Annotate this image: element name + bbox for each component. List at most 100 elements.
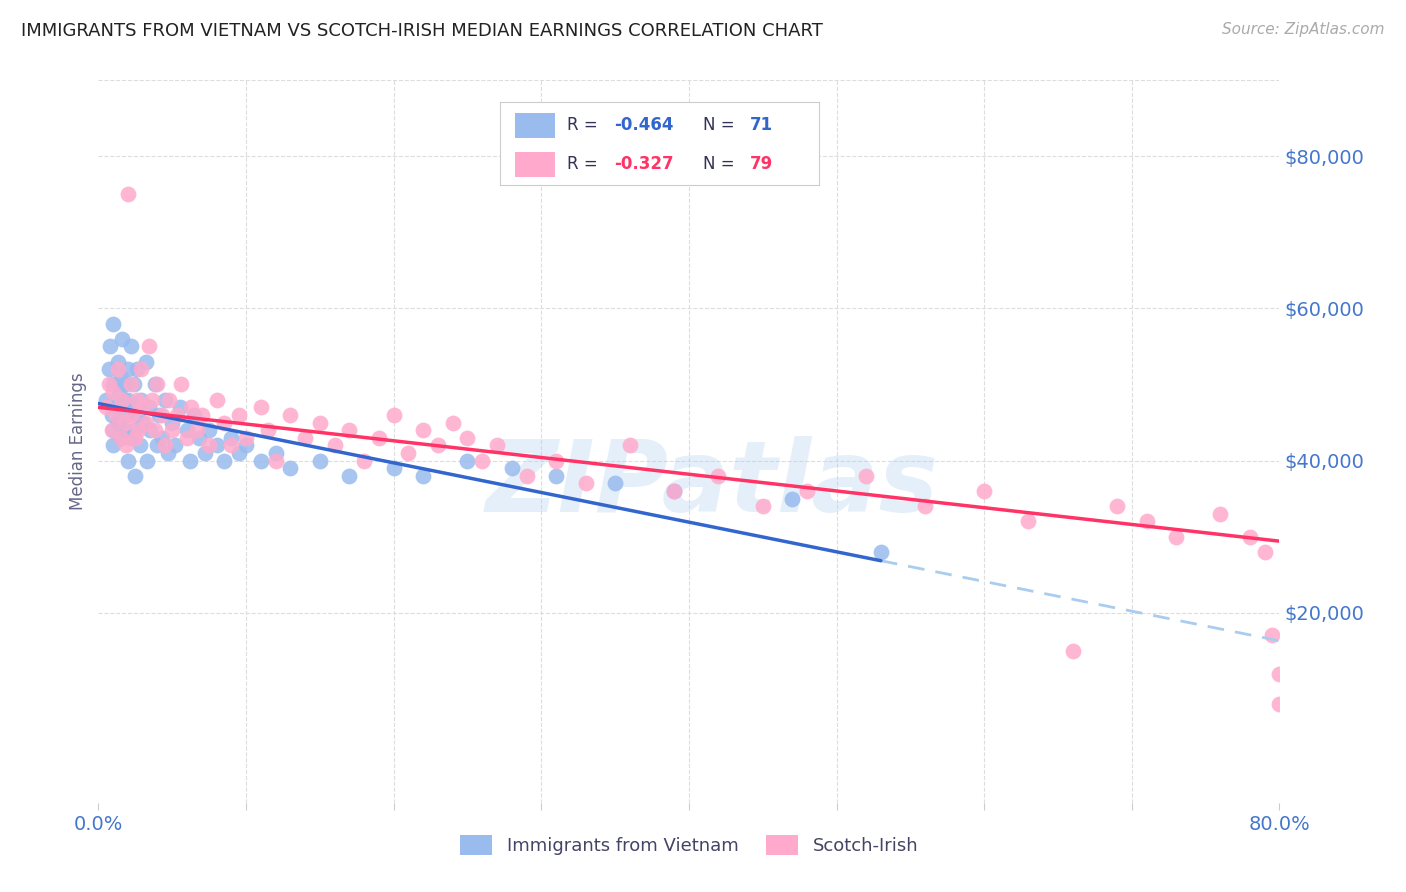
Point bbox=[1239, 530, 1261, 544]
Point bbox=[165, 438, 187, 452]
Point bbox=[1254, 545, 1277, 559]
Point bbox=[114, 416, 136, 430]
Point bbox=[156, 446, 179, 460]
Point bbox=[1268, 697, 1291, 711]
Point bbox=[398, 446, 420, 460]
Point bbox=[117, 453, 139, 467]
Point bbox=[205, 392, 228, 407]
Text: R =: R = bbox=[567, 155, 603, 173]
Point bbox=[103, 377, 125, 392]
Point bbox=[212, 453, 235, 467]
Point bbox=[114, 423, 136, 437]
Legend: Immigrants from Vietnam, Scotch-Irish: Immigrants from Vietnam, Scotch-Irish bbox=[453, 828, 925, 863]
Point bbox=[139, 423, 162, 437]
Text: N =: N = bbox=[703, 155, 740, 173]
FancyBboxPatch shape bbox=[501, 102, 818, 185]
Point bbox=[143, 377, 166, 392]
Point bbox=[153, 438, 176, 452]
Point bbox=[619, 438, 641, 452]
Point bbox=[103, 317, 125, 331]
Point bbox=[97, 362, 120, 376]
Point bbox=[516, 468, 538, 483]
Point bbox=[125, 362, 148, 376]
Point bbox=[183, 408, 205, 422]
Text: 79: 79 bbox=[751, 155, 773, 173]
Point bbox=[170, 377, 193, 392]
Point bbox=[368, 431, 391, 445]
Point bbox=[707, 468, 730, 483]
Text: N =: N = bbox=[703, 116, 740, 134]
Point bbox=[575, 476, 598, 491]
Text: IMMIGRANTS FROM VIETNAM VS SCOTCH-IRISH MEDIAN EARNINGS CORRELATION CHART: IMMIGRANTS FROM VIETNAM VS SCOTCH-IRISH … bbox=[21, 22, 823, 40]
Point bbox=[107, 416, 129, 430]
Point bbox=[280, 408, 302, 422]
Point bbox=[124, 431, 146, 445]
Point bbox=[94, 392, 117, 407]
Point bbox=[250, 453, 273, 467]
Point bbox=[664, 483, 686, 498]
Point bbox=[103, 385, 125, 400]
Point bbox=[228, 446, 250, 460]
Point bbox=[870, 545, 893, 559]
Point bbox=[125, 392, 148, 407]
Point bbox=[1261, 628, 1284, 642]
Point bbox=[194, 446, 217, 460]
FancyBboxPatch shape bbox=[516, 152, 555, 177]
Point bbox=[235, 438, 257, 452]
Point bbox=[546, 453, 568, 467]
Point bbox=[412, 468, 434, 483]
Point bbox=[110, 431, 132, 445]
Point bbox=[1166, 530, 1188, 544]
Point bbox=[486, 438, 509, 452]
Point bbox=[546, 468, 568, 483]
Text: -0.327: -0.327 bbox=[614, 155, 673, 173]
Point bbox=[457, 431, 479, 445]
Point bbox=[235, 431, 257, 445]
Point bbox=[198, 438, 221, 452]
Point bbox=[191, 408, 214, 422]
Point bbox=[228, 408, 250, 422]
Point bbox=[471, 453, 494, 467]
Point bbox=[353, 453, 375, 467]
Point bbox=[198, 423, 221, 437]
Point bbox=[135, 416, 157, 430]
Point bbox=[121, 401, 143, 415]
Text: Source: ZipAtlas.com: Source: ZipAtlas.com bbox=[1222, 22, 1385, 37]
Point bbox=[153, 392, 176, 407]
Point bbox=[250, 401, 273, 415]
Point bbox=[169, 401, 191, 415]
Point bbox=[150, 408, 173, 422]
Point bbox=[138, 339, 160, 353]
Point bbox=[162, 416, 183, 430]
Point bbox=[121, 408, 143, 422]
Point bbox=[98, 339, 121, 353]
Point bbox=[339, 468, 361, 483]
Point bbox=[124, 423, 146, 437]
Point bbox=[105, 408, 128, 422]
Point bbox=[427, 438, 450, 452]
Point bbox=[457, 453, 479, 467]
Text: ZIPatlas: ZIPatlas bbox=[486, 436, 939, 533]
Point bbox=[187, 431, 209, 445]
Point bbox=[264, 453, 287, 467]
Point bbox=[752, 499, 775, 513]
Point bbox=[382, 461, 405, 475]
Point bbox=[1136, 515, 1159, 529]
Point bbox=[127, 423, 149, 437]
Point bbox=[100, 408, 122, 422]
Point bbox=[605, 476, 627, 491]
Point bbox=[1268, 666, 1291, 681]
Point bbox=[122, 377, 145, 392]
Point bbox=[664, 483, 686, 498]
Point bbox=[973, 483, 995, 498]
Point bbox=[257, 423, 280, 437]
Point bbox=[148, 408, 170, 422]
Point bbox=[107, 354, 129, 368]
Point bbox=[186, 423, 208, 437]
Point bbox=[264, 446, 287, 460]
Point bbox=[128, 438, 150, 452]
Point bbox=[129, 392, 152, 407]
Point bbox=[1018, 515, 1040, 529]
Point bbox=[136, 453, 159, 467]
Point bbox=[323, 438, 346, 452]
